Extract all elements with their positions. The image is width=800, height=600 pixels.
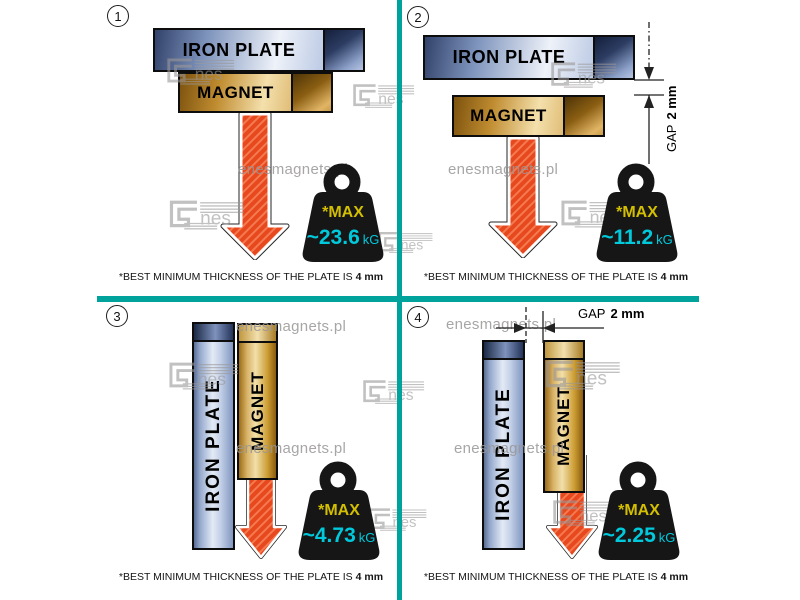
max-label: *MAX	[322, 204, 364, 221]
panel4-iron-plate: IRON PLATE	[482, 340, 525, 550]
svg-text:nes: nes	[580, 506, 607, 525]
max-label: *MAX	[318, 502, 360, 519]
gap-dimension-lines-vertical	[634, 22, 664, 164]
weight-kettlebell: *MAX ~4.73 kG	[297, 461, 381, 563]
iron-plate-top-face	[194, 324, 233, 342]
iron-plate-front-face: IRON PLATE	[194, 342, 233, 548]
svg-text:nes: nes	[195, 64, 223, 84]
kettlebell-shape	[302, 163, 384, 262]
watermark-site-text: enesmagnets.pl	[236, 318, 347, 335]
panel2-number-badge: 2	[407, 6, 429, 28]
unit-label: kG	[358, 530, 376, 545]
panel2-footnote: *BEST MINIMUM THICKNESS OF THE PLATE IS 4…	[423, 271, 689, 283]
watermark-site-text: enesmagnets.pl	[446, 316, 557, 333]
magnet-top-face	[545, 342, 583, 360]
panel1-number-badge: 1	[107, 5, 129, 27]
iron-plate-side-face	[593, 37, 633, 78]
kettlebell-shape	[298, 461, 380, 560]
magnet-label: MAGNET	[247, 370, 267, 451]
enes-logo-watermark: nes	[167, 58, 235, 85]
enes-logo-watermark: nes	[353, 84, 415, 108]
panel4-magnet: MAGNET	[543, 340, 585, 493]
unit-label: kG	[656, 232, 673, 247]
gap-dimension-lines-horizontal	[496, 307, 604, 343]
horizontal-divider	[97, 296, 699, 302]
watermark-site-text: enesmagnets.pl	[454, 440, 565, 457]
max-pull-value: ~2.25	[602, 524, 656, 547]
enes-logo-watermark: nes	[551, 62, 617, 88]
panel4-number-badge: 4	[407, 306, 429, 328]
panel3-number-badge: 3	[106, 305, 128, 327]
max-pull-value: ~23.6	[306, 226, 360, 249]
max-pull-value: ~11.2	[601, 226, 654, 249]
svg-text:nes: nes	[401, 236, 423, 252]
magnet-top-face	[239, 325, 276, 343]
magnet-front-face: MAGNET	[239, 343, 276, 478]
max-pull-value: ~4.73	[302, 524, 356, 547]
panel1-footnote: *BEST MINIMUM THICKNESS OF THE PLATE IS 4…	[118, 271, 384, 283]
svg-text:nes: nes	[198, 369, 227, 389]
iron-plate-front-face: IRON PLATE	[155, 30, 323, 70]
panel2-magnet: MAGNET	[452, 95, 605, 137]
iron-plate-label: IRON PLATE	[452, 47, 566, 67]
gap-dimension-label: GAP2 mm	[664, 85, 679, 152]
svg-text:nes: nes	[576, 369, 607, 390]
iron-plate-front-face: IRON PLATE	[484, 360, 523, 548]
pull-force-arrow-down	[488, 136, 558, 258]
watermark-site-text: enesmagnets.pl	[448, 161, 559, 178]
magnet-side-face	[291, 74, 331, 111]
magnet-front-face: MAGNET	[454, 97, 563, 135]
enes-logo-watermark: nes	[169, 362, 239, 390]
iron-plate-top-face	[484, 342, 523, 360]
panel1-magnet: MAGNET	[178, 72, 333, 113]
watermark-site-text: enesmagnets.pl	[236, 440, 347, 457]
unit-label: kG	[362, 232, 380, 247]
enes-logo-watermark: nes	[545, 360, 620, 390]
svg-text:nes: nes	[200, 209, 231, 230]
kettlebell-shape	[596, 163, 678, 262]
iron-plate-side-face	[323, 30, 363, 70]
iron-plate-label: IRON PLATE	[182, 39, 296, 60]
panel1-iron-plate: IRON PLATE	[153, 28, 365, 72]
panel3-footnote: *BEST MINIMUM THICKNESS OF THE PLATE IS 4…	[118, 571, 384, 583]
max-label: *MAX	[616, 204, 658, 221]
pull-force-arrow-down	[220, 112, 290, 260]
max-label: *MAX	[618, 502, 660, 519]
weight-kettlebell: *MAX ~23.6 kG	[301, 163, 385, 265]
kettlebell-shape	[598, 461, 680, 560]
watermark-site-text: enesmagnets.pl	[238, 161, 349, 178]
panel3-iron-plate: IRON PLATE	[192, 322, 235, 550]
panel3-magnet: MAGNET	[237, 323, 278, 480]
magnet-label: MAGNET	[470, 106, 547, 125]
magnet-front-face: MAGNET	[180, 74, 291, 111]
magnet-side-face	[563, 97, 603, 135]
magnet-label: MAGNET	[197, 82, 274, 102]
enes-logo-watermark: nes	[363, 380, 425, 404]
weight-kettlebell: *MAX ~11.2 kG	[595, 163, 679, 265]
iron-plate-label: IRON PLATE	[202, 378, 224, 512]
panel2-iron-plate: IRON PLATE	[423, 35, 635, 80]
unit-label: kG	[658, 530, 676, 545]
panel4-footnote: *BEST MINIMUM THICKNESS OF THE PLATE IS 4…	[423, 571, 689, 583]
enes-logo-watermark: nes	[169, 200, 244, 230]
weight-kettlebell: *MAX ~2.25 kG	[597, 461, 681, 563]
svg-text:nes: nes	[578, 68, 605, 87]
